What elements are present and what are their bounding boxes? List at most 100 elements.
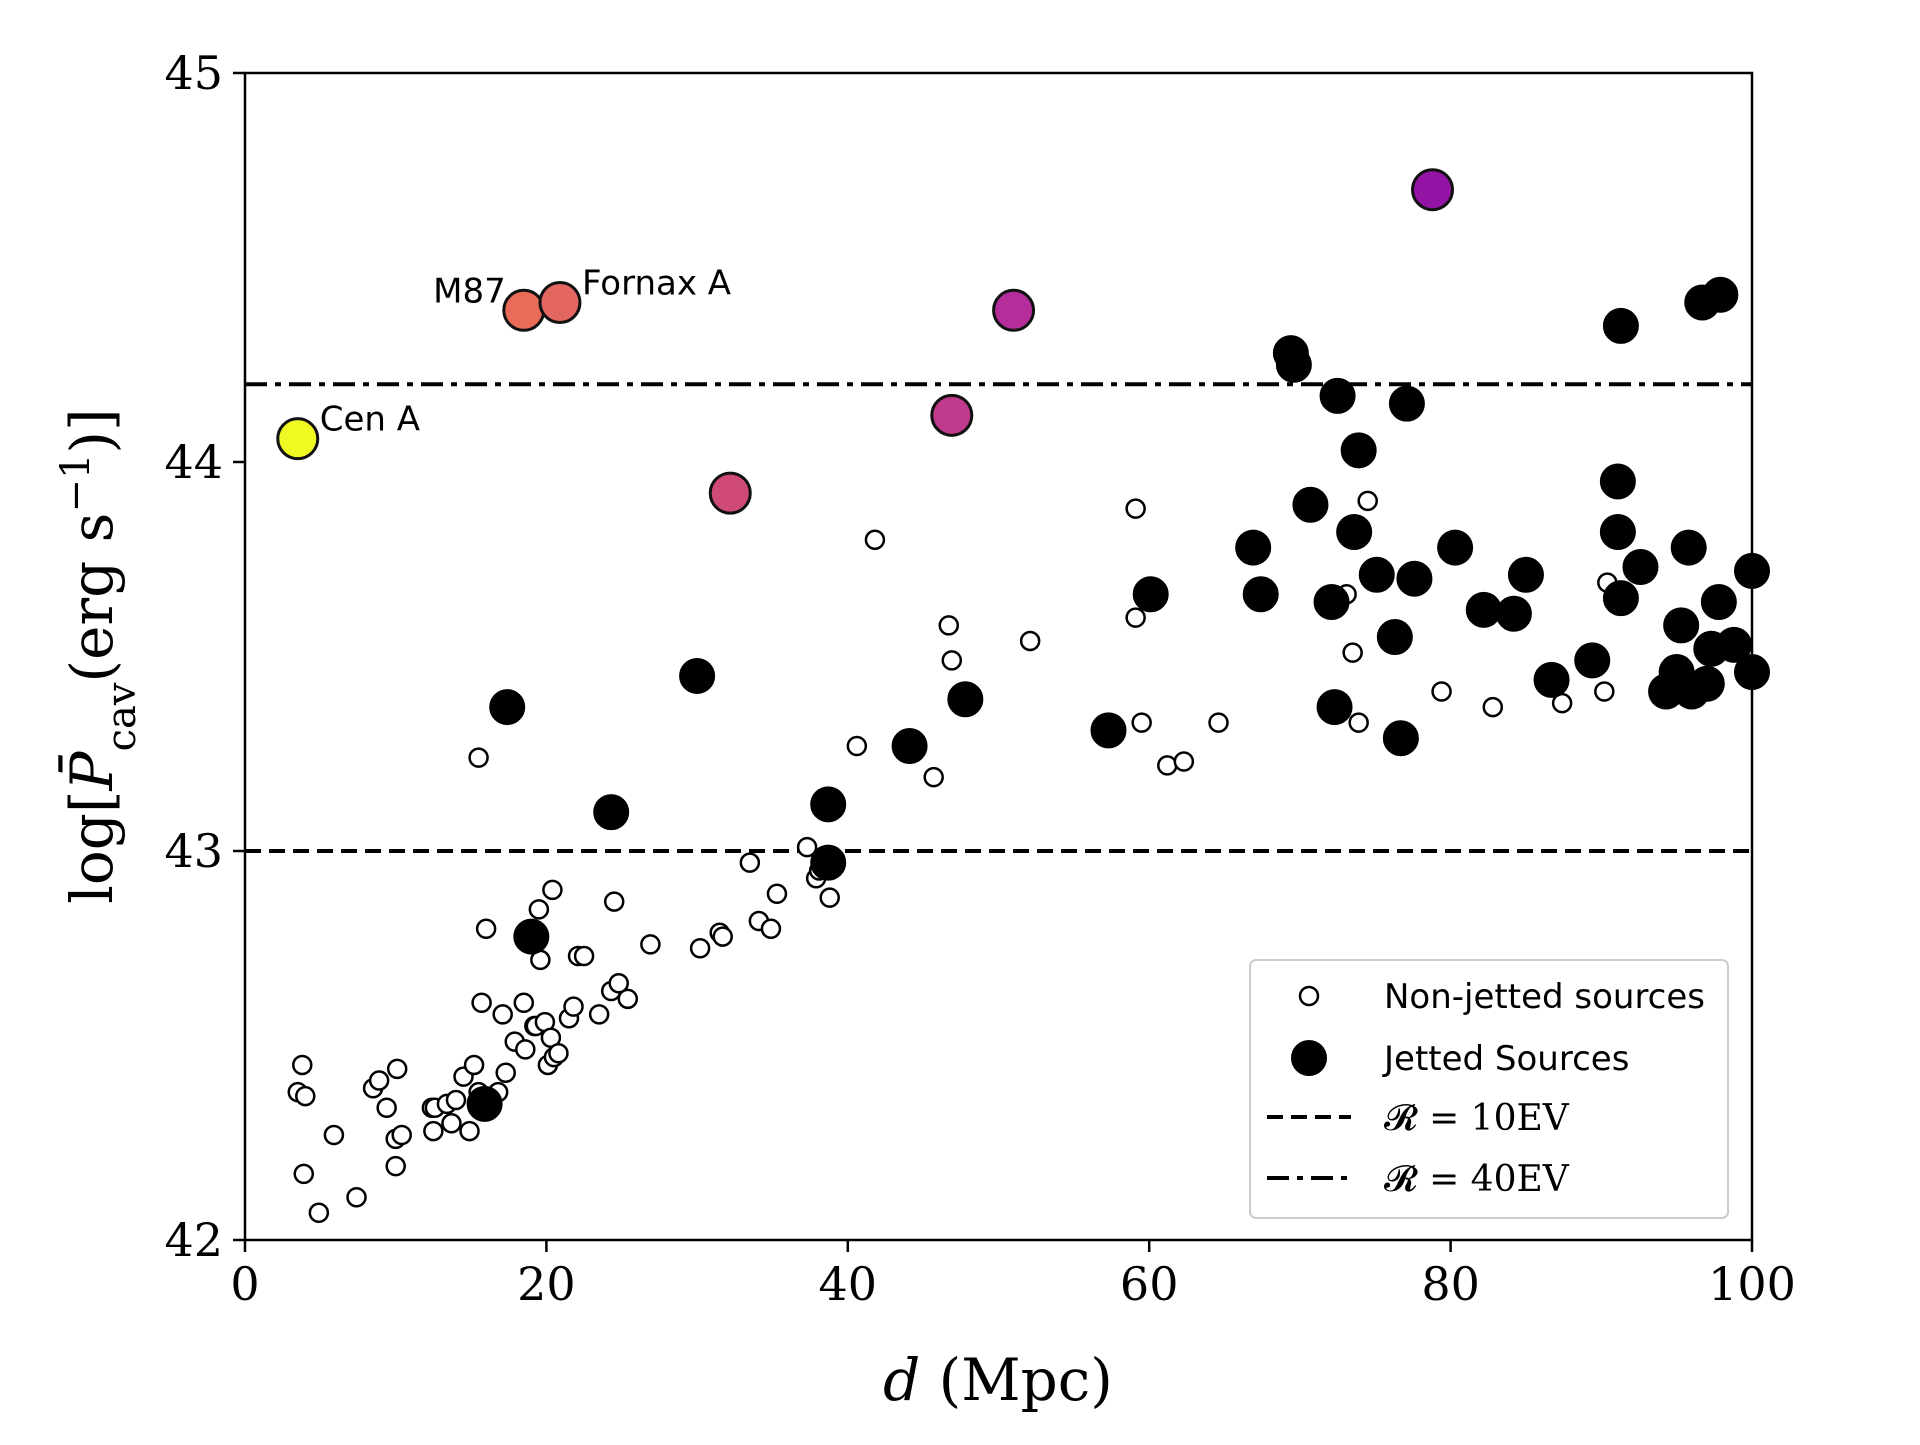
nonjetted-point: [513, 992, 535, 1013]
jetted-point: [810, 786, 847, 823]
y-tick-label: 45: [164, 46, 223, 100]
y-tick-label: 42: [164, 1213, 223, 1267]
jetted-point: [1574, 642, 1611, 679]
x-tick-label: 40: [819, 1257, 878, 1311]
nonjetted-point: [495, 1062, 516, 1083]
nonjetted-point: [588, 1004, 610, 1025]
nonjetted-point: [441, 1113, 462, 1134]
nonjetted-point: [1482, 696, 1504, 718]
x-tick-label: 20: [517, 1257, 576, 1311]
nonjetted-point: [1125, 498, 1146, 519]
jetted-point: [466, 1085, 503, 1122]
nonjetted-point: [423, 1120, 444, 1142]
nonjetted-point: [819, 887, 840, 908]
jetted-point: [1507, 556, 1544, 593]
jetted-point: [593, 794, 630, 831]
nonjetted-point: [1157, 755, 1178, 776]
jetted-point: [1388, 385, 1425, 422]
nonjetted-point: [689, 938, 711, 959]
nonjetted-point: [323, 1124, 345, 1146]
jetted-point: [489, 689, 526, 726]
jetted-point: [1235, 529, 1272, 566]
nonjetted-point: [528, 899, 550, 920]
nonjetted-point: [1131, 712, 1152, 733]
jetted-point: [947, 681, 984, 718]
nonjetted-point: [938, 615, 960, 636]
jetted-point: [1602, 307, 1639, 344]
nonjetted-point: [475, 918, 497, 940]
jetted-point: [1700, 584, 1737, 621]
jetted-point: [1599, 514, 1636, 551]
nonjetted-point: [548, 1043, 569, 1064]
highlighted-jetted-point: [992, 288, 1036, 332]
nonjetted-point: [468, 747, 489, 768]
nonjetted-point: [515, 1039, 536, 1060]
jetted-point: [1340, 432, 1377, 469]
nonjetted-point: [463, 1054, 485, 1076]
legend-box: [1249, 959, 1729, 1219]
jetted-point: [1602, 580, 1639, 617]
jetted-point: [1336, 514, 1373, 551]
nonjetted-point: [293, 1163, 315, 1185]
x-tick-label: 100: [1708, 1257, 1796, 1311]
nonjetted-point: [603, 891, 625, 912]
nonjetted-point: [563, 996, 584, 1017]
x-tick-label: 0: [230, 1257, 259, 1311]
y-axis-label: log[P̄cav(erg s−1)]: [53, 408, 145, 903]
nonjetted-point: [1594, 681, 1615, 702]
y-tick-label: 43: [164, 824, 223, 878]
y-tick-label: 44: [164, 435, 223, 489]
annotation-m87: M87: [433, 271, 506, 311]
plot-frame: [243, 71, 1754, 1242]
nonjetted-point: [640, 934, 661, 955]
highlighted-jetted-point: [538, 281, 582, 325]
jetted-point: [1319, 377, 1356, 414]
jetted-point: [1316, 689, 1353, 726]
jetted-point: [1533, 661, 1570, 698]
jetted-point: [1313, 584, 1350, 621]
nonjetted-point: [846, 735, 868, 757]
y-axis-ticks: 42 43 44 45: [164, 46, 245, 1267]
nonjetted-point: [739, 852, 761, 873]
legend: Non-jetted sources Jetted Sources 𝓡 = 10…: [1249, 959, 1729, 1219]
legend-nonjetted-marker: [1298, 985, 1320, 1007]
nonjetted-point: [346, 1186, 367, 1208]
nonjetted-point: [712, 926, 733, 947]
nonjetted-point: [376, 1097, 397, 1118]
highlighted-jetted-point: [930, 393, 974, 437]
legend-dashdot-label: 𝓡 = 40EV: [1384, 1159, 1570, 1200]
jetted-point: [1495, 595, 1532, 632]
legend-nonjetted-label: Non-jetted sources: [1384, 977, 1705, 1017]
point-annotations: Cen A M87 Fornax A: [320, 264, 731, 440]
nonjetted-point: [295, 1085, 316, 1107]
jetted-point: [1599, 463, 1636, 500]
jetted-point: [1132, 576, 1169, 613]
jetted-point: [1437, 529, 1474, 566]
nonjetted-point: [1173, 751, 1195, 772]
jetted-point: [1702, 276, 1739, 313]
nonjetted-point: [573, 945, 595, 967]
annotation-fornax-a: Fornax A: [582, 264, 731, 304]
nonjetted-point: [391, 1124, 412, 1146]
highlighted-jetted-point: [276, 417, 320, 461]
jetted-point: [1382, 720, 1419, 757]
nonjetted-point: [923, 766, 944, 788]
nonjetted-point: [766, 883, 788, 905]
nonjetted-point: [1208, 712, 1229, 733]
nonjetted-point: [941, 650, 963, 671]
x-axis-label: d (Mpc): [883, 1346, 1113, 1414]
nonjetted-point: [796, 836, 818, 858]
nonjetted-point: [1125, 607, 1146, 628]
jetted-point: [1376, 619, 1413, 656]
jetted-point: [1663, 607, 1700, 644]
jetted-point: [1292, 486, 1329, 523]
annotation-cen-a: Cen A: [320, 400, 420, 440]
nonjetted-point: [308, 1202, 330, 1224]
nonjetted-point: [1431, 681, 1452, 702]
nonjetted-point: [864, 529, 886, 551]
jetted-point: [1622, 549, 1659, 586]
jetted-point: [1242, 576, 1279, 613]
nonjetted-point: [760, 918, 782, 940]
nonjetted-point: [617, 988, 639, 1010]
